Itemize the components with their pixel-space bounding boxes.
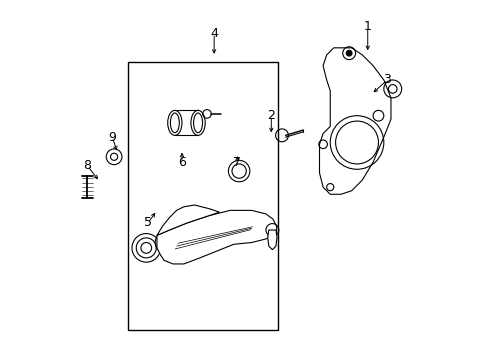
Polygon shape — [319, 48, 390, 194]
Text: 4: 4 — [210, 27, 218, 40]
Text: 3: 3 — [383, 73, 390, 86]
Text: 9: 9 — [108, 131, 116, 144]
Circle shape — [346, 50, 351, 56]
Bar — [128, 62, 278, 330]
Polygon shape — [267, 230, 276, 249]
Polygon shape — [157, 205, 219, 235]
Text: 1: 1 — [363, 20, 371, 33]
Text: 7: 7 — [233, 156, 241, 168]
Text: 8: 8 — [83, 159, 91, 172]
Text: 5: 5 — [144, 216, 152, 229]
Text: 6: 6 — [178, 156, 185, 168]
Polygon shape — [157, 210, 276, 264]
Text: 2: 2 — [267, 109, 275, 122]
